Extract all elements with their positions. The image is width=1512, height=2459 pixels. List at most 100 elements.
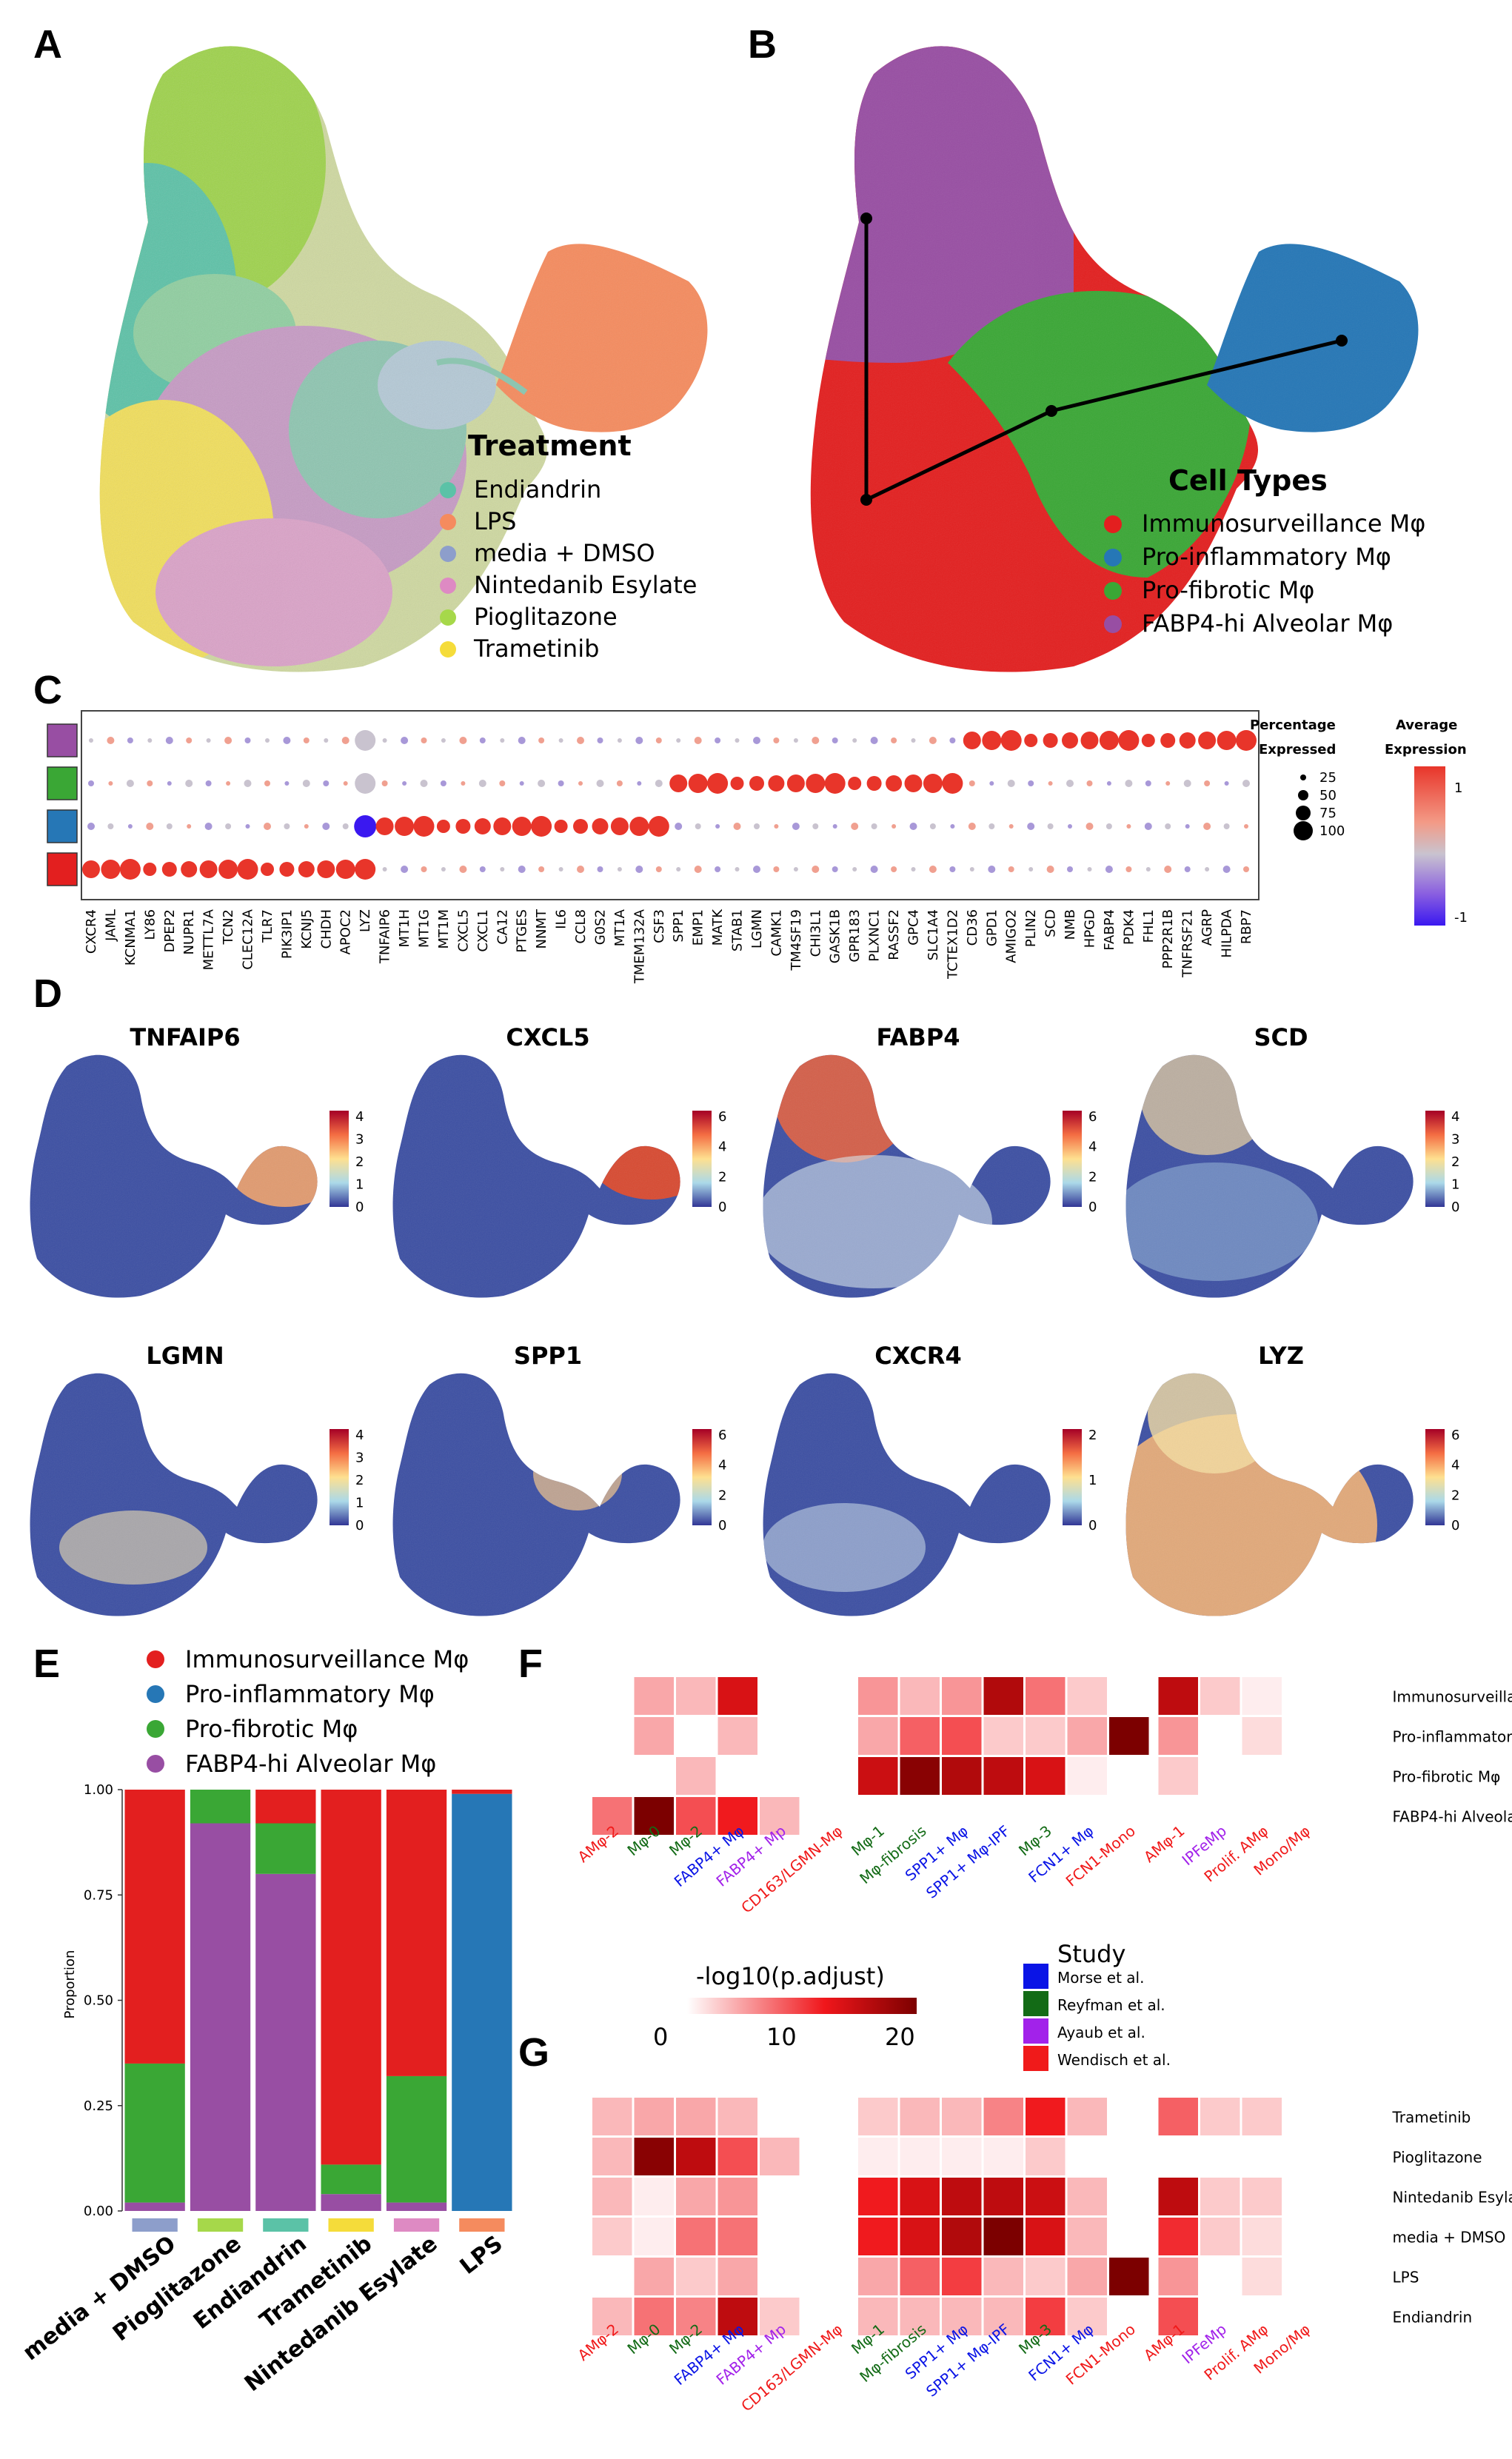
heat-cell xyxy=(1242,1717,1282,1755)
heat-cell xyxy=(858,2298,898,2335)
dot-kcnj5 xyxy=(304,824,309,829)
heat-cell xyxy=(1242,2258,1282,2295)
heat-cell xyxy=(1200,1797,1240,1835)
heat-row-label-trametinib: Trametinib xyxy=(1392,2109,1471,2127)
treatment-label-nintedanib-esylate: Nintedanib Esylate xyxy=(474,571,697,599)
heat-cell xyxy=(1109,1797,1149,1835)
heat-cell xyxy=(900,1757,940,1795)
heat-cell xyxy=(1067,2178,1107,2215)
feature-tick: 2 xyxy=(1451,1488,1459,1503)
heat-cell xyxy=(983,1677,1023,1715)
dot-spp1 xyxy=(676,738,681,743)
heat-cell xyxy=(592,2218,632,2255)
dot-jaml xyxy=(101,860,121,879)
dot-ptges xyxy=(518,866,526,873)
dot-nupr1 xyxy=(181,861,198,877)
dot-dpep2 xyxy=(167,781,172,786)
heat-cell xyxy=(1158,2218,1198,2255)
dot-mt1m xyxy=(436,820,450,833)
dot-ccl8 xyxy=(577,866,584,873)
dot-mt1g xyxy=(421,866,427,872)
category-swatch-endiandrin xyxy=(263,2218,309,2232)
dot-ly86 xyxy=(147,780,153,786)
panel-label-e: E xyxy=(33,1642,60,1686)
heat-cell xyxy=(760,2218,800,2255)
dot-gpc4 xyxy=(909,823,917,830)
dot-gask1b xyxy=(832,737,838,743)
dot-ly86 xyxy=(143,863,157,876)
dot-clec12a xyxy=(244,780,252,787)
dot-pik3ip1 xyxy=(284,781,290,786)
size-legend-label-100: 100 xyxy=(1319,823,1345,839)
gene-label-cxcr4: CXCR4 xyxy=(84,909,99,954)
feature-plot-spp1: SPP1 6 4 2 0 xyxy=(392,1342,726,1616)
panel-d: D TNFAIP6 4 3 2 1 0 CXCL5 6 4 2 0 FABP4 6 4 2 0 SCD 4 3 2 1 0… xyxy=(30,971,1459,1616)
heat-cell xyxy=(1242,2178,1282,2215)
dot-ptges xyxy=(512,817,532,836)
dot-hpgd xyxy=(1080,732,1099,749)
dot-cxcl5 xyxy=(459,866,467,873)
heat-cell xyxy=(592,1677,632,1715)
feature-plot-lgmn: LGMN 4 3 2 1 0 xyxy=(30,1342,364,1616)
dot-stab1 xyxy=(735,738,740,743)
dot-chi3l1 xyxy=(812,866,820,873)
heat-colorbar-tick-10: 10 xyxy=(766,2023,797,2051)
gene-label-tlr7: TLR7 xyxy=(260,909,275,943)
heat-cell xyxy=(676,2138,716,2175)
heat-cell xyxy=(717,1677,757,1715)
treatment-legend: Endiandrin LPS media + DMSO Nintedanib Esyl… xyxy=(440,475,697,663)
dot-nnmt xyxy=(531,816,552,837)
heat-cell xyxy=(942,2178,982,2215)
dot-gpd1 xyxy=(988,866,996,873)
heat-cell xyxy=(816,1797,856,1835)
heat-cell xyxy=(717,2178,757,2215)
dot-agrp xyxy=(1204,780,1211,786)
dot-camk1 xyxy=(773,737,780,743)
heat-cell xyxy=(676,2258,716,2295)
dot-rbp7 xyxy=(1242,780,1250,787)
heat-cell xyxy=(1158,2258,1198,2295)
feature-colorbar-spp1: 6 4 2 0 xyxy=(692,1428,726,1533)
colorbar-tick-low: -1 xyxy=(1454,910,1468,926)
feature-tick: 4 xyxy=(1088,1140,1097,1155)
dot-gpc4 xyxy=(911,867,916,871)
heat-cell xyxy=(1026,2298,1066,2335)
dot-nmb xyxy=(1068,824,1072,829)
dot-lgmn xyxy=(749,776,764,791)
treatment-swatch-media-dmso xyxy=(440,546,456,562)
dot-fhl1 xyxy=(1145,780,1151,786)
celltype-swatch-immunosurveillance-m xyxy=(1104,515,1122,533)
heat-cell xyxy=(1067,2298,1107,2335)
dot-hilpda xyxy=(1223,823,1230,829)
gene-label-stab1: STAB1 xyxy=(730,909,746,951)
heat-row-label-nintedanib-esylate: Nintedanib Esylate xyxy=(1393,2189,1512,2207)
dot-cxcl1 xyxy=(479,866,486,872)
dot-pik3ip1 xyxy=(279,862,295,877)
panel-label-a: A xyxy=(33,22,62,67)
heat-cell xyxy=(1284,2298,1324,2335)
feature-tick: 0 xyxy=(1088,1200,1097,1215)
gene-label-amigo2: AMIGO2 xyxy=(1004,909,1020,963)
dot-tmem132a xyxy=(635,866,643,873)
heat-cell xyxy=(900,2298,940,2335)
heat-cell xyxy=(900,1797,940,1835)
heat-cell xyxy=(634,1677,674,1715)
heat-cell xyxy=(676,1757,716,1795)
heat-cell xyxy=(1158,2298,1198,2335)
dotplot-gene-labels: CXCR4 JAML KCNMA1 LY86 DPEP2 NUPR1 METTL7A TCN2… xyxy=(84,909,1254,984)
dot-mettl7a xyxy=(199,860,218,878)
dot-g0s2 xyxy=(597,737,603,743)
heat-cell xyxy=(1026,2218,1066,2255)
heat-cell xyxy=(1242,1797,1282,1835)
dot-nupr1 xyxy=(187,824,192,829)
gene-label-ccl8: CCL8 xyxy=(573,909,589,944)
dot-agrp xyxy=(1205,867,1210,871)
feature-title-spp1: SPP1 xyxy=(514,1342,582,1370)
heatmap-legends: -log10(p.adjust) 0 10 20 Study Morse et … xyxy=(653,1940,1171,2071)
heat-cell xyxy=(760,1717,800,1755)
bar-pioglitazone-fabp4-hi-alveolar-m xyxy=(190,1823,251,2211)
dot-gpd1 xyxy=(989,781,994,786)
celltype-label-pro-inflammatory-m: Pro-inflammatory Mφ xyxy=(1142,543,1391,571)
heat-cell xyxy=(942,2298,982,2335)
dot-tnfrsf21 xyxy=(1185,824,1190,829)
